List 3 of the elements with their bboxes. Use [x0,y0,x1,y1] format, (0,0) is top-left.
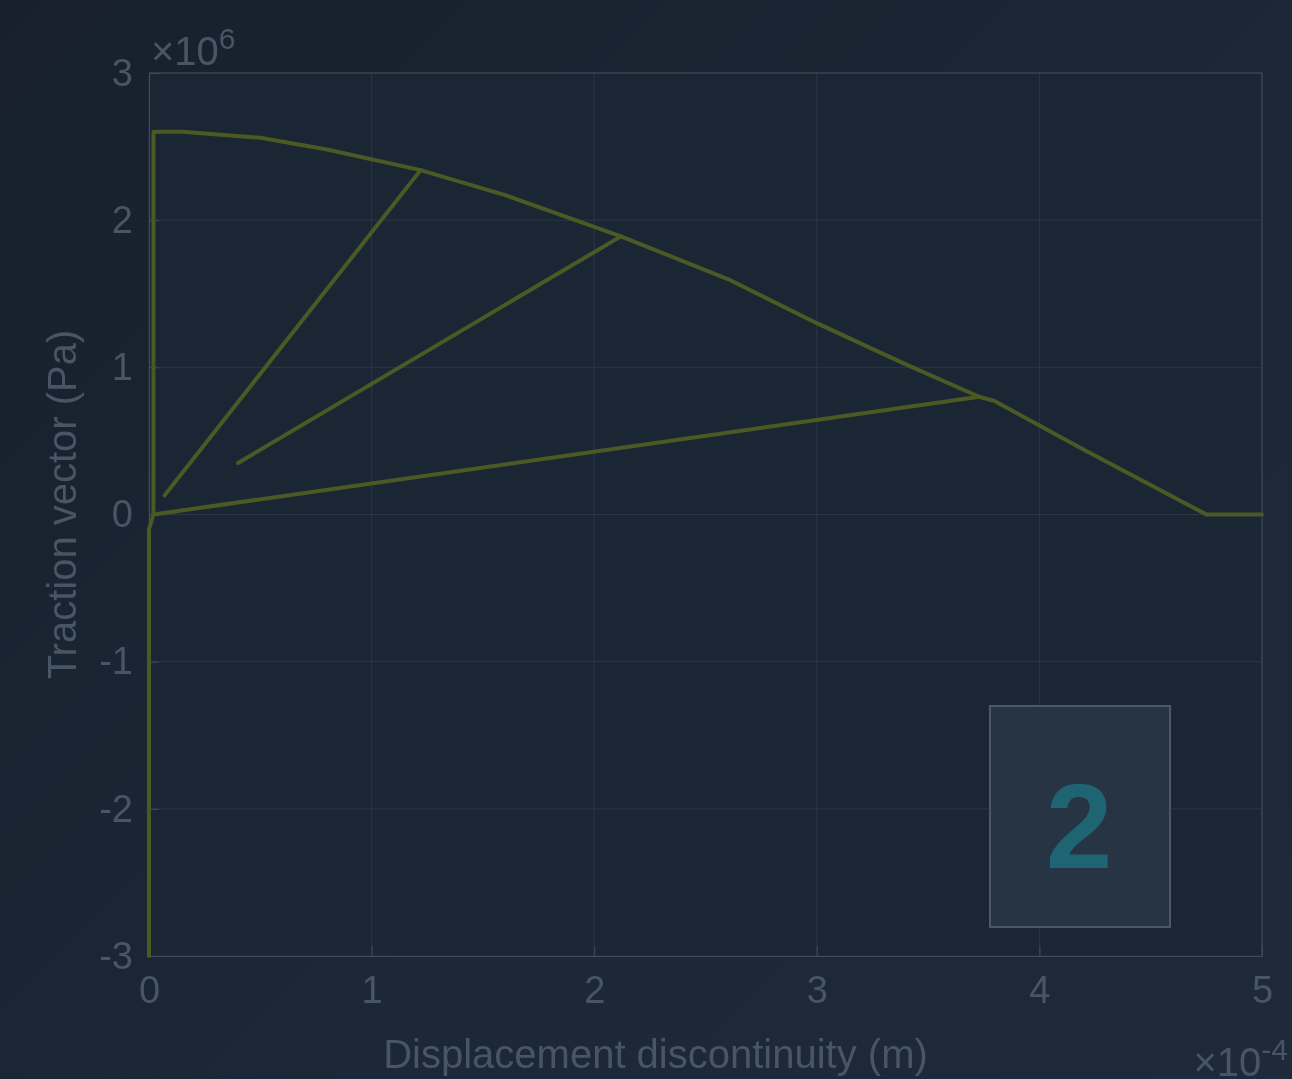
y-tick-label: 3 [111,51,133,94]
text: ×10$^{6}$ [151,21,236,73]
y-tick-label: 2 [111,198,133,241]
